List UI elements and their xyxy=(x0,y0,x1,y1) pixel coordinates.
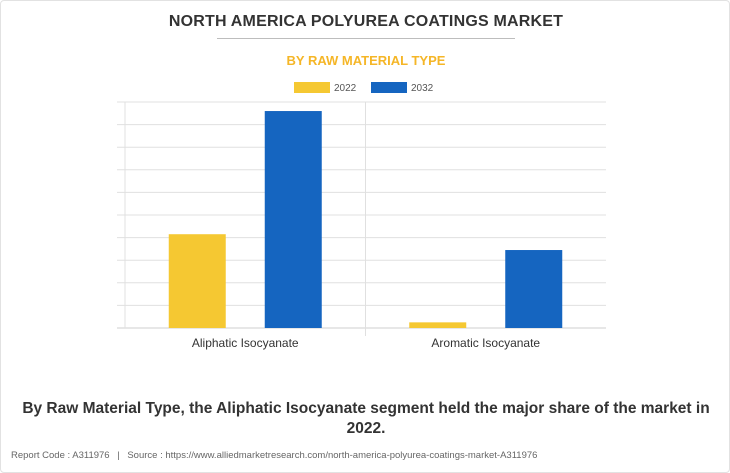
title-divider xyxy=(217,38,515,39)
x-tick-label: Aliphatic Isocyanate xyxy=(192,336,299,350)
legend-swatch-2022 xyxy=(294,82,330,93)
bars xyxy=(168,111,563,328)
footer-separator: | xyxy=(117,450,120,461)
legend-swatch-2032 xyxy=(371,82,407,93)
bar-2032-aromatic-isocyanate xyxy=(505,250,563,328)
source-link[interactable]: Source : https://www.alliedmarketresearc… xyxy=(127,450,538,461)
chart-title: NORTH AMERICA POLYUREA COATINGS MARKET xyxy=(168,13,564,30)
bar-2032-aliphatic-isocyanate xyxy=(264,111,322,328)
bar-2022-aromatic-isocyanate xyxy=(409,322,467,328)
legend: 2022 2032 xyxy=(294,82,434,94)
bar-chart: 2022 2032 Aliphatic Isocyanate Aromatic Is… xyxy=(117,82,606,350)
bar-2022-aliphatic-isocyanate xyxy=(168,234,226,328)
x-axis-labels: Aliphatic Isocyanate Aromatic Isocyanate xyxy=(192,336,541,350)
chart-caption: By Raw Material Type, the Aliphatic Isoc… xyxy=(22,400,710,437)
legend-label-2032: 2032 xyxy=(411,83,434,94)
chart-subtitle: BY RAW MATERIAL TYPE xyxy=(286,53,446,68)
legend-label-2022: 2022 xyxy=(334,83,357,94)
x-tick-label: Aromatic Isocyanate xyxy=(431,336,540,350)
footer: Report Code : A311976 | Source : https:/… xyxy=(11,450,537,461)
report-code: Report Code : A311976 xyxy=(11,450,110,461)
